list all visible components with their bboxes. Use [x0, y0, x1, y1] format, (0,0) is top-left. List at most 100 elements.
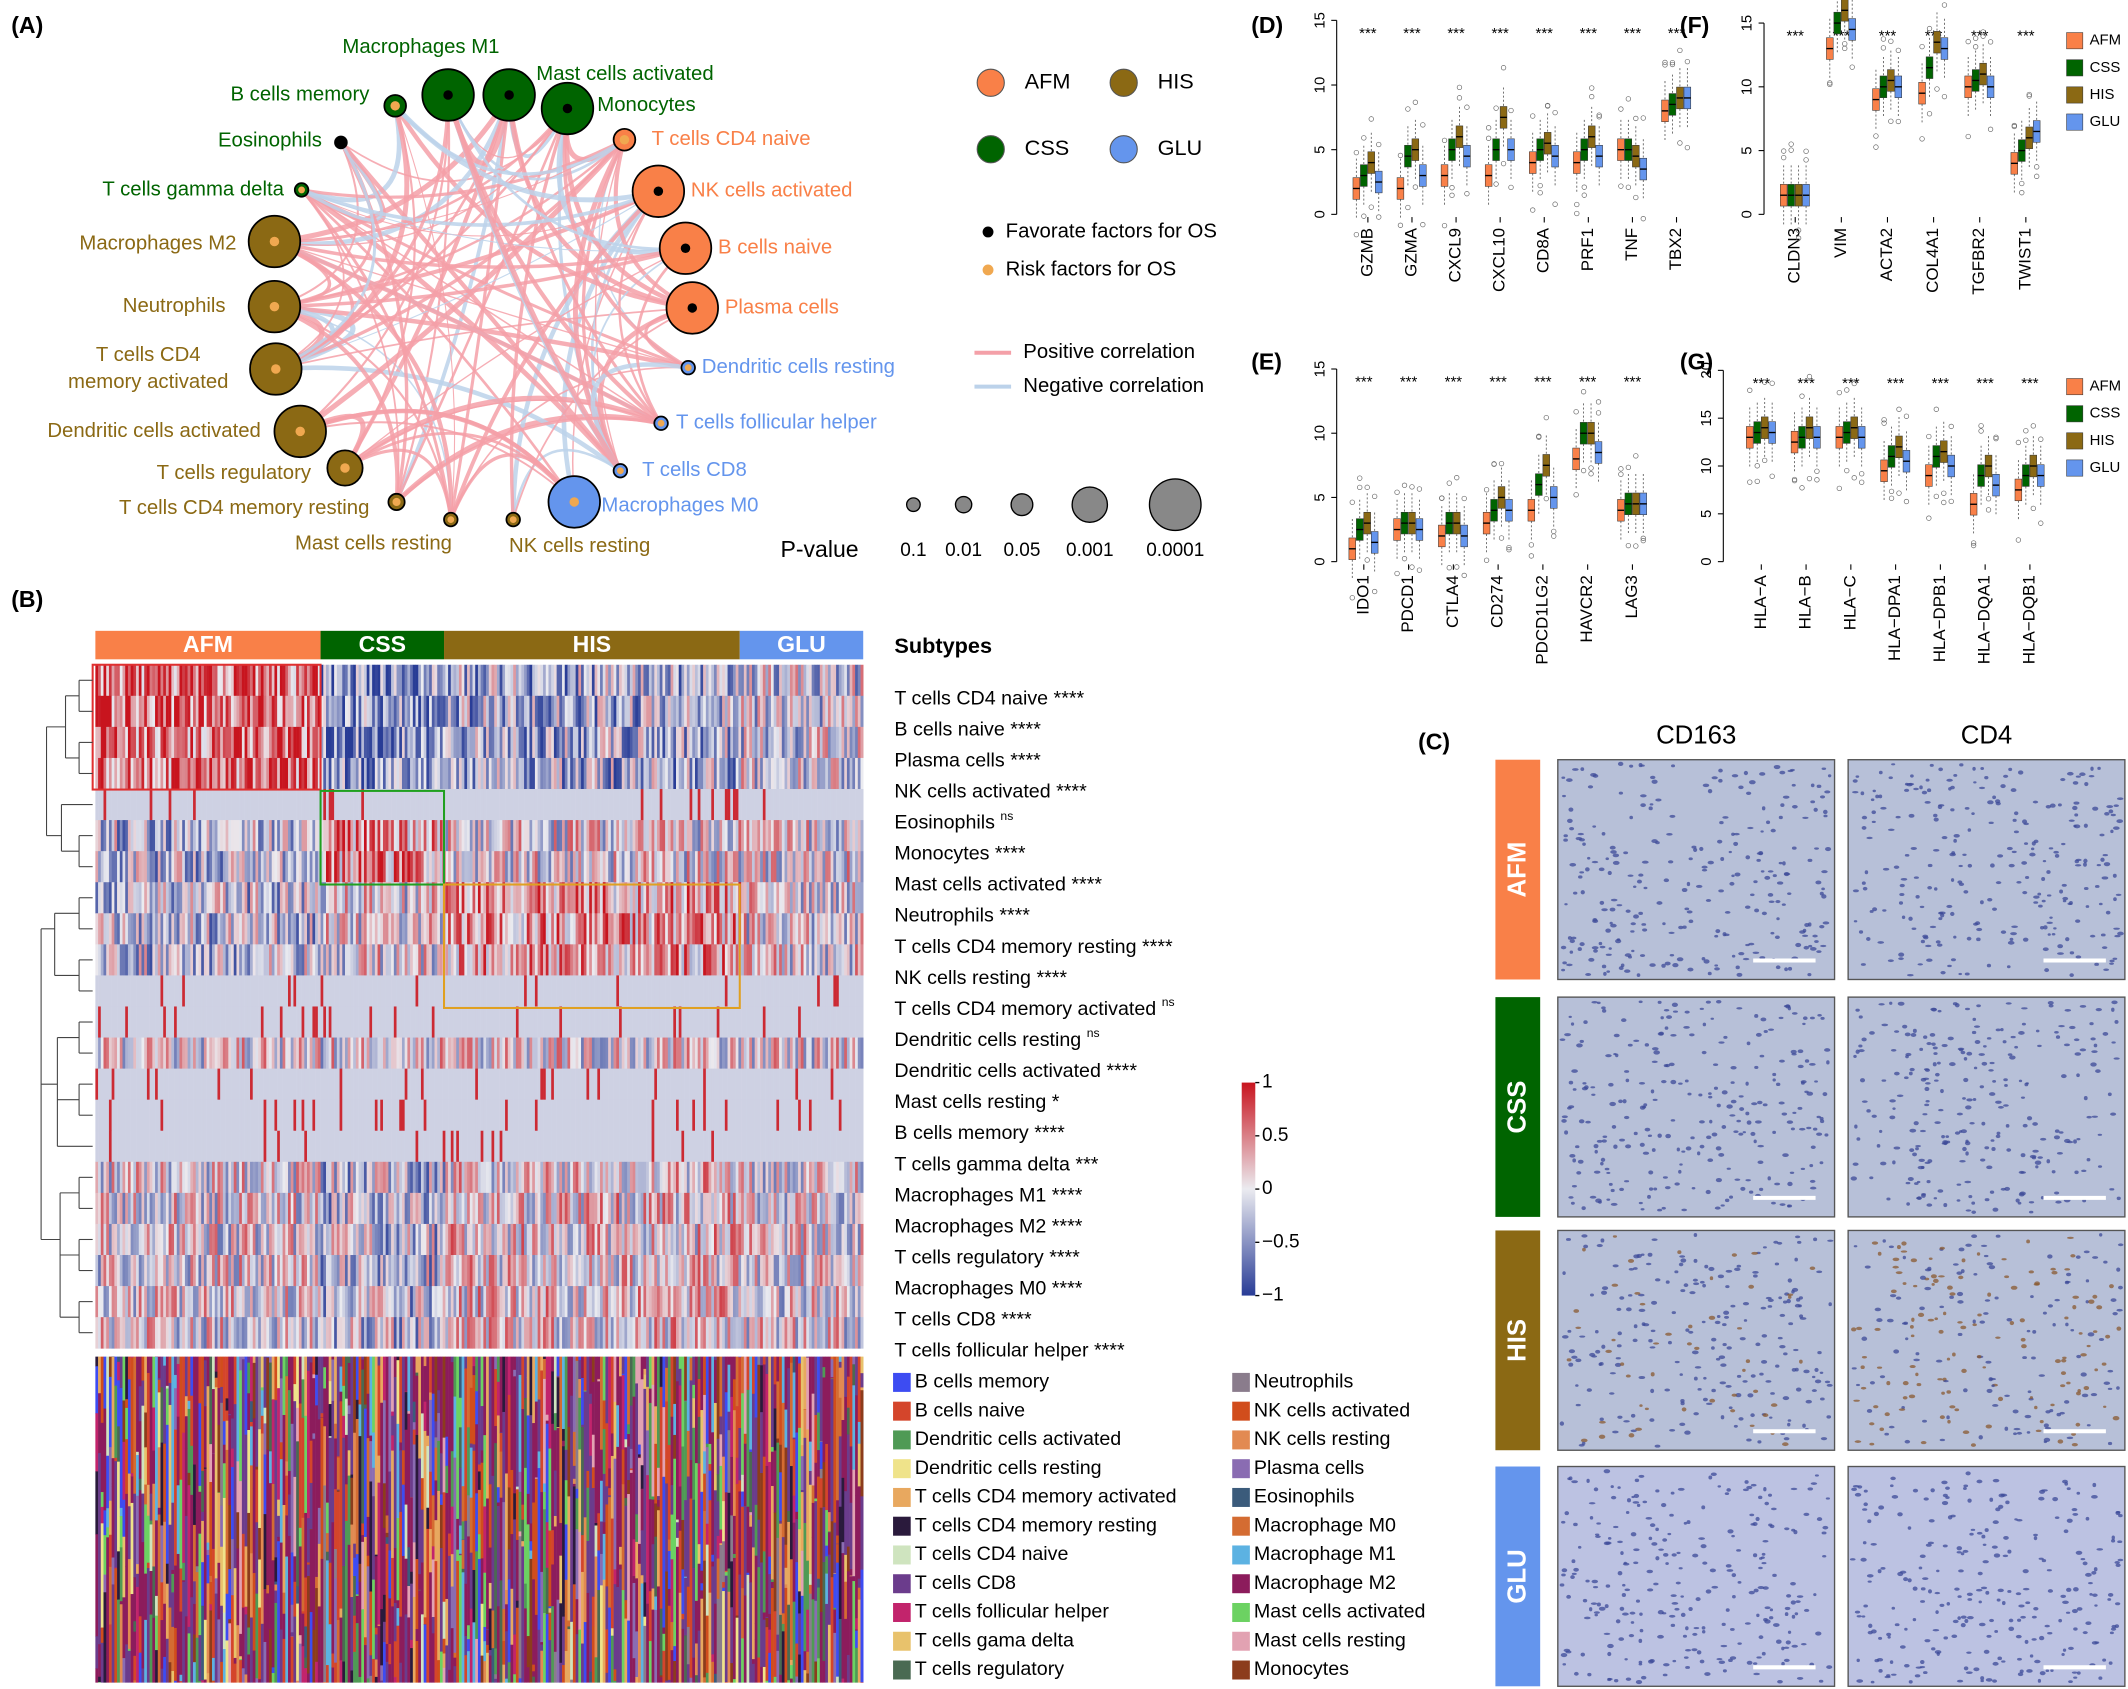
heatmap-cell — [651, 695, 655, 728]
heatmap-cell — [344, 695, 348, 728]
heatmap-cell — [857, 1068, 861, 1101]
heatmap-cell — [708, 726, 712, 759]
heatmap-cell — [526, 1130, 530, 1163]
heatmap-cell — [252, 1130, 256, 1163]
heatmap-cell — [779, 664, 783, 697]
heatmap-cell — [754, 851, 758, 883]
heatmap-cell — [608, 944, 612, 976]
heatmap-cell — [551, 1099, 555, 1132]
heatmap-cell — [339, 1068, 343, 1101]
heatmap-cell — [621, 1006, 625, 1038]
correlation-edge — [394, 94, 512, 503]
heatmap-cell — [665, 975, 669, 1007]
heatmap-cell — [217, 820, 221, 852]
heatmap-cell — [100, 1037, 104, 1070]
heatmap-cell — [274, 820, 278, 852]
node-label: T cells CD8 — [642, 459, 747, 481]
heatmap-cell — [605, 882, 609, 914]
heatmap-cell — [407, 851, 411, 883]
heatmap-cell — [787, 1068, 791, 1101]
heatmap-cell — [108, 913, 112, 945]
heatmap-cell — [157, 882, 161, 914]
heatmap-cell — [260, 1099, 264, 1132]
heatmap-cell — [667, 1068, 671, 1101]
heatmap-cell — [396, 1006, 400, 1038]
heatmap-cell — [301, 757, 305, 790]
heatmap-cell — [393, 789, 397, 821]
heatmap-cell — [282, 1099, 286, 1132]
heatmap-cell — [830, 882, 834, 914]
heatmap-cell — [114, 664, 118, 697]
heatmap-cell — [434, 664, 438, 697]
heatmap-cell — [290, 695, 294, 728]
heatmap-cell — [288, 664, 291, 697]
heatmap-cell — [486, 944, 490, 976]
heatmap-cell — [241, 726, 245, 759]
factor-legend-dot — [982, 264, 994, 276]
heatmap-cell — [480, 757, 484, 790]
heatmap-cells — [95, 664, 864, 1349]
heatmap-cell — [567, 695, 571, 728]
heatmap-cell — [808, 726, 812, 759]
heatmap-cell — [412, 789, 416, 821]
heatmap-cell — [304, 820, 308, 852]
heatmap-cell — [437, 851, 441, 883]
heatmap-cell — [751, 1161, 755, 1194]
heatmap-cell — [374, 882, 378, 914]
subtype-bar — [320, 630, 445, 660]
heatmap-cell — [518, 1099, 522, 1132]
heatmap-cell — [163, 820, 167, 852]
heatmap-cell — [676, 757, 679, 790]
heatmap-cell — [401, 820, 405, 852]
heatmap-cell — [111, 975, 115, 1007]
heatmap-cell — [445, 1130, 449, 1163]
heatmap-cell — [537, 757, 541, 790]
heatmap-cell — [309, 664, 313, 697]
heatmap-cell — [391, 944, 395, 976]
heatmap-cell — [711, 1099, 715, 1132]
heatmap-cell — [467, 695, 471, 728]
heatmap-cell — [266, 913, 270, 945]
heatmap-cell — [182, 1068, 186, 1101]
heatmap-cell — [643, 882, 647, 914]
heatmap-cell — [705, 851, 709, 883]
heatmap-cell — [534, 1099, 538, 1132]
heatmap-cell — [819, 913, 823, 945]
node-label: B cells naive — [718, 237, 832, 259]
heatmap-cell — [114, 757, 118, 790]
heatmap-cell — [502, 664, 506, 697]
heatmap-cell — [325, 1068, 329, 1101]
heatmap-cell — [404, 1006, 408, 1038]
heatmap-cell — [857, 726, 861, 759]
heatmap-cell — [174, 975, 178, 1007]
heatmap-cell — [521, 1161, 525, 1194]
heatmap-cell — [165, 944, 169, 976]
heatmap-cell — [103, 1099, 107, 1132]
heatmap-cell — [187, 882, 191, 914]
heatmap-cell — [236, 1161, 240, 1194]
heatmap-cell — [217, 1006, 221, 1038]
heatmap-cell — [203, 882, 207, 914]
heatmap-cell — [179, 1006, 183, 1038]
heatmap-cell — [540, 1037, 544, 1070]
heatmap-cell — [836, 1006, 840, 1038]
heatmap-cell — [724, 851, 728, 883]
heatmap-cell — [616, 1068, 620, 1101]
heatmap-cell — [741, 1006, 745, 1038]
heatmap-cell — [450, 1099, 454, 1132]
heatmap-cell — [331, 1099, 335, 1132]
heatmap-cell — [817, 1068, 821, 1101]
heatmap-cell — [738, 757, 742, 790]
heatmap-cell — [198, 851, 202, 883]
heatmap-cell — [844, 944, 848, 976]
heatmap-cell — [458, 944, 462, 976]
heatmap-cell — [130, 1068, 134, 1101]
heatmap-cell — [670, 820, 674, 852]
heatmap-cell — [789, 820, 793, 852]
heatmap-cell — [201, 726, 205, 759]
heatmap-cell — [673, 820, 677, 852]
heatmap-cell — [817, 664, 821, 697]
heatmap-cell — [396, 913, 400, 945]
heatmap-cell — [469, 1006, 473, 1038]
heatmap-cell — [743, 757, 747, 790]
